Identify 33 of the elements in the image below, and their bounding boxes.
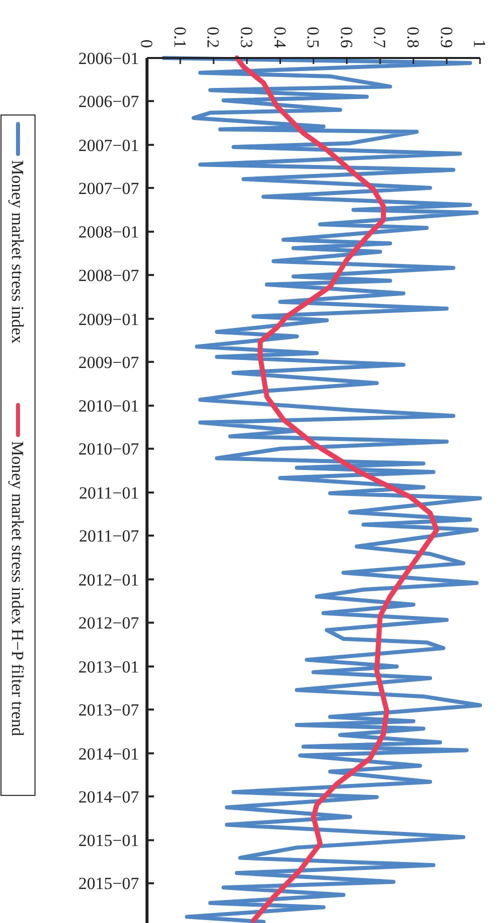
x-tick-label: 0.4 bbox=[270, 26, 290, 48]
y-tick-label: 2008−01 bbox=[78, 222, 139, 242]
x-tick-label: 0.5 bbox=[304, 26, 323, 48]
y-tick-label: 2009−01 bbox=[78, 310, 139, 329]
y-tick-label: 2010−07 bbox=[78, 440, 140, 459]
y-tick-label: 2012−01 bbox=[78, 570, 139, 590]
y-tick-label: 2015−01 bbox=[78, 831, 139, 850]
x-tick-label: 0.9 bbox=[436, 26, 456, 48]
y-tick-label: 2011−07 bbox=[79, 526, 140, 546]
y-tick-label: 2014−07 bbox=[78, 787, 140, 806]
legend-label: Money market stress index H−P filter trend bbox=[8, 441, 27, 737]
y-tick-label: 2006−01 bbox=[78, 48, 139, 68]
y-tick-label: 2009−07 bbox=[78, 352, 140, 372]
y-tick-label: 2006−07 bbox=[78, 92, 140, 112]
x-tick-label: 0.8 bbox=[403, 26, 422, 48]
x-tick-label: 0.3 bbox=[236, 26, 256, 48]
y-tick-label: 2008−07 bbox=[78, 266, 140, 285]
y-tick-label: 2010−01 bbox=[78, 396, 139, 416]
x-tick-label: 0.7 bbox=[370, 26, 390, 48]
y-tick-label: 2011−01 bbox=[79, 483, 139, 502]
y-tick-label: 2007−07 bbox=[78, 178, 140, 198]
x-tick-label: 0.2 bbox=[204, 26, 223, 48]
y-tick-label: 2007−01 bbox=[78, 136, 139, 155]
y-tick-label: 2015−07 bbox=[78, 874, 140, 894]
y-tick-label: 2014−01 bbox=[78, 744, 139, 764]
y-tick-label: 2013−01 bbox=[78, 657, 139, 676]
y-tick-label: 2012−07 bbox=[78, 614, 140, 633]
x-tick-label: 0.1 bbox=[170, 26, 190, 48]
x-tick-label: 0 bbox=[137, 40, 156, 48]
legend-label: Money market stress index bbox=[8, 160, 27, 344]
x-tick-label: 0.6 bbox=[336, 26, 356, 48]
x-tick-label: 1 bbox=[470, 40, 490, 48]
y-tick-label: 2013−07 bbox=[78, 700, 140, 720]
